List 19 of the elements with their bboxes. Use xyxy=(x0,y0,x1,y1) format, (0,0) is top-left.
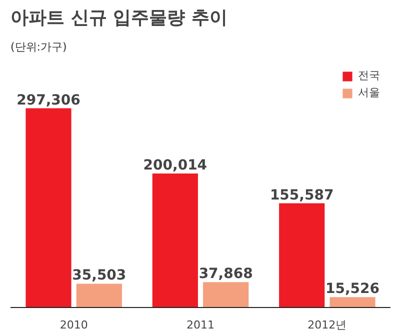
data-label: 37,868 xyxy=(198,266,253,282)
bar xyxy=(26,108,72,308)
x-tick-label: 2010 xyxy=(60,318,88,332)
chart-subtitle: (단위:가구) xyxy=(10,40,67,54)
data-label: 15,526 xyxy=(325,281,380,298)
legend-label: 서울 xyxy=(358,85,380,100)
data-label: 155,587 xyxy=(270,187,334,204)
chart-title: 아파트 신규 입주물량 추이 xyxy=(10,8,228,28)
bar xyxy=(152,173,198,308)
data-label: 35,503 xyxy=(72,268,126,284)
legend-label: 전국 xyxy=(358,68,380,83)
bar xyxy=(279,203,325,308)
bar xyxy=(76,284,122,308)
x-tick-label: 2011 xyxy=(186,318,215,332)
data-label: 200,014 xyxy=(143,157,208,174)
data-label: 297,306 xyxy=(16,92,80,108)
bar xyxy=(330,297,376,308)
bar xyxy=(203,282,249,308)
x-tick-label: 2012년 xyxy=(308,318,347,332)
